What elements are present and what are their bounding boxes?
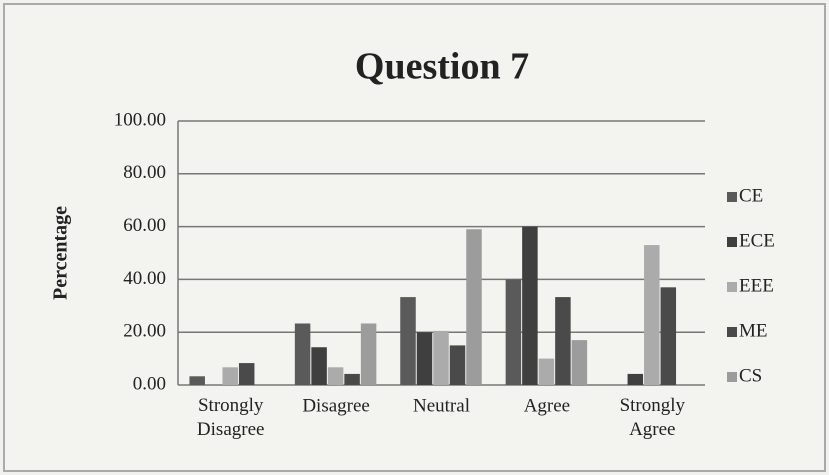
- bar: [294, 323, 311, 385]
- bar: [327, 367, 344, 385]
- legend-label: CE: [739, 185, 763, 206]
- bar: [555, 297, 571, 385]
- y-tick-label: 100.00: [114, 109, 166, 130]
- bar: [522, 226, 538, 385]
- legend-swatch: [727, 192, 737, 202]
- y-tick-label: 0.00: [133, 373, 166, 394]
- legend-swatch: [727, 282, 737, 292]
- legend-label: ECE: [739, 230, 775, 251]
- y-tick-label: 40.00: [123, 268, 166, 289]
- bar: [344, 373, 360, 385]
- bar: [660, 287, 677, 385]
- bar: [416, 332, 433, 385]
- bar: [433, 330, 449, 385]
- y-tick-label: 80.00: [123, 162, 166, 183]
- bar: [449, 345, 466, 385]
- bar: [222, 367, 238, 385]
- x-tick-label: Strongly Agree: [620, 395, 686, 440]
- x-tick-label: Agree: [524, 395, 570, 416]
- chart-title: Question 7: [355, 46, 529, 88]
- x-tick-label: Strongly Disagree: [197, 395, 265, 440]
- legend-swatch: [727, 327, 737, 337]
- x-tick-label: Neutral: [413, 395, 470, 416]
- bar: [538, 358, 555, 385]
- legend-swatch: [727, 237, 737, 247]
- bar: [505, 279, 522, 385]
- chart-frame: [3, 3, 826, 472]
- bar: [238, 363, 255, 385]
- y-tick-label: 60.00: [123, 215, 166, 236]
- bar: [311, 347, 327, 385]
- legend-label: EEE: [739, 275, 774, 296]
- y-tick-label: 20.00: [123, 321, 166, 342]
- bar: [400, 297, 416, 385]
- bar: [189, 376, 205, 385]
- bar: [360, 323, 377, 385]
- bar: [644, 245, 660, 385]
- bar: [466, 229, 482, 385]
- bar: [627, 373, 644, 385]
- legend-label: CS: [739, 365, 762, 386]
- legend-swatch: [727, 372, 737, 382]
- x-tick-label: Disagree: [302, 395, 370, 416]
- y-axis-title: Percentage: [50, 206, 72, 300]
- legend-label: ME: [739, 320, 768, 341]
- bar: [571, 340, 588, 385]
